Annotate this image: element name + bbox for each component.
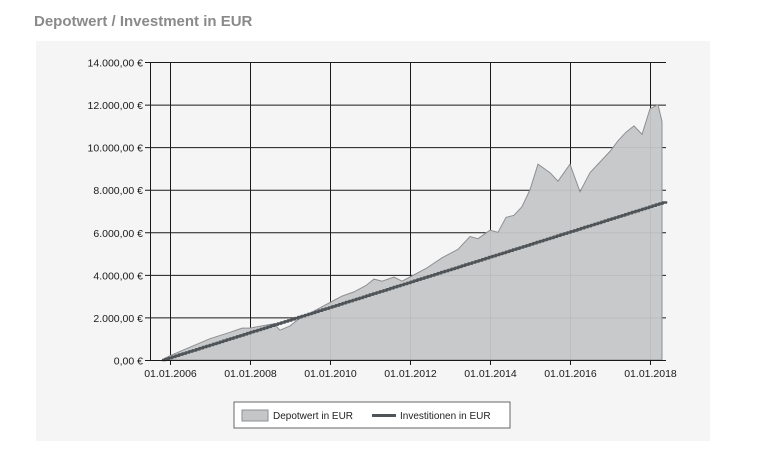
- y-tick-label: 8.000,00 €: [93, 185, 143, 197]
- investitionen-line: [162, 201, 668, 362]
- y-tick-label: 10.000,00 €: [88, 143, 144, 155]
- y-tick-label: 14.000,00 €: [88, 58, 144, 70]
- chart-panel: 0,00 € 2.000,00 € 4.000,00 € 6.000,00 € 8.00…: [36, 41, 710, 441]
- x-tick-label: 01.01.2010: [304, 368, 357, 380]
- legend: Depotwert in EUR Investitionen in EUR: [233, 401, 511, 429]
- legend-label-investitionen: Investitionen in EUR: [400, 411, 491, 422]
- y-tick-label: 4.000,00 €: [93, 270, 143, 282]
- x-tick-label: 01.01.2016: [544, 368, 597, 380]
- x-tick-label: 01.01.2012: [384, 368, 437, 380]
- depot-chart: 0,00 € 2.000,00 € 4.000,00 € 6.000,00 € 8.00…: [88, 58, 677, 429]
- investitionen-line-layer: [162, 201, 668, 362]
- legend-swatch-depotwert: [241, 409, 269, 422]
- axes: 0,00 € 2.000,00 € 4.000,00 € 6.000,00 € 8.00…: [88, 58, 677, 381]
- x-tick-label: 01.01.2014: [464, 368, 517, 380]
- x-tick-label: 01.01.2008: [224, 368, 277, 380]
- y-tick-label: 2.000,00 €: [93, 313, 143, 325]
- y-tick-label: 0,00 €: [114, 356, 143, 368]
- x-tick-label: 01.01.2006: [144, 368, 197, 380]
- legend-label-depotwert: Depotwert in EUR: [273, 411, 353, 422]
- page-title: Depotwert / Investment in EUR: [34, 13, 253, 30]
- y-tick-label: 6.000,00 €: [93, 228, 143, 240]
- y-tick-label: 12.000,00 €: [88, 100, 144, 112]
- x-tick-label: 01.01.2018: [624, 368, 677, 380]
